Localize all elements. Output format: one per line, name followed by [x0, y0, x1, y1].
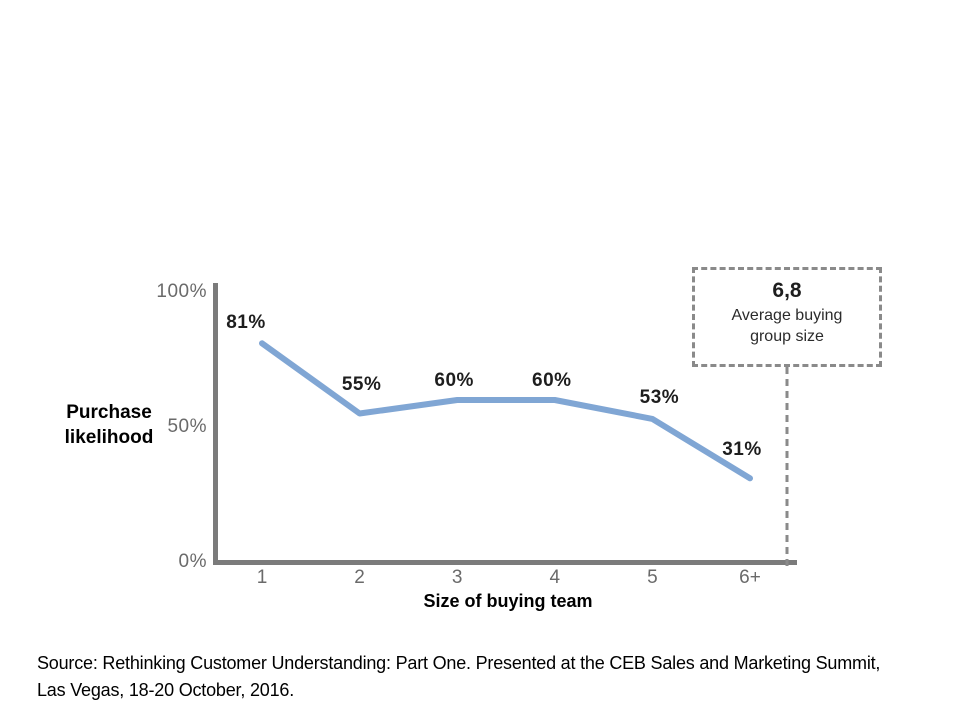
data-label-4: 60%	[532, 370, 572, 391]
x-tick-label-1: 1	[256, 567, 268, 588]
data-label-3: 60%	[434, 370, 474, 391]
data-label-1: 81%	[226, 312, 266, 334]
source-note-line2: Las Vegas, 18-20 October, 2016.	[37, 680, 294, 700]
y-tick-label-0%: 0%	[178, 551, 207, 572]
x-axis-title: Size of buying team	[423, 591, 593, 611]
average-group-size-value: 6,8	[772, 279, 802, 302]
y-tick-label-50%: 50%	[167, 416, 207, 437]
average-group-size-label: Average buying group size	[731, 307, 843, 345]
x-tick-label-6+: 6+	[739, 567, 761, 588]
x-axis-line	[213, 560, 797, 565]
x-tick-label-2: 2	[354, 567, 365, 588]
data-label-5: 53%	[639, 386, 680, 408]
source-note-line1: Source: Rethinking Customer Understandin…	[37, 653, 881, 673]
purchase-likelihood-series-line	[259, 340, 753, 482]
y-axis-title: Purchase likelihood	[64, 402, 154, 448]
y-tick-label-100%: 100%	[156, 281, 207, 302]
x-tick-label-3: 3	[451, 567, 463, 588]
data-label-6+: 31%	[722, 439, 762, 461]
average-group-size-callout: 6,8 Average buying group size	[692, 267, 882, 367]
y-axis-line	[213, 283, 218, 565]
data-label-2: 55%	[341, 373, 382, 395]
source-note: Source: Rethinking Customer Understandin…	[37, 650, 947, 704]
x-tick-label-4: 4	[549, 567, 561, 588]
x-tick-label-5: 5	[647, 567, 658, 588]
